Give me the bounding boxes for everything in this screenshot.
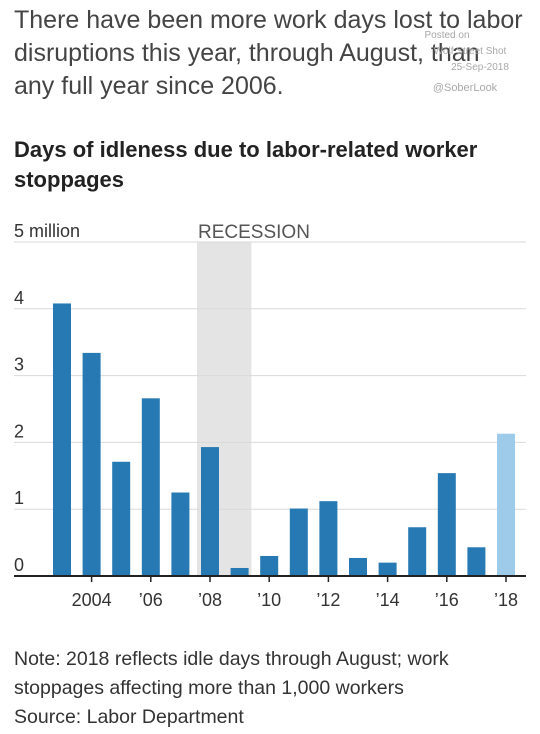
bar-2015 xyxy=(408,527,427,576)
x-tick-label: ’16 xyxy=(435,590,459,610)
y-tick-label: 2 xyxy=(14,421,24,441)
headline-line: any full year since 2006. xyxy=(14,72,284,100)
y-tick-label: 1 xyxy=(14,488,24,508)
bar-2006 xyxy=(141,398,160,576)
bar-chart: RECESSION 0 1 2 3 4 5 million 2004 ’06 ’08 ’10 ’12 ’… xyxy=(14,221,526,610)
bar-2014 xyxy=(378,562,397,576)
bar-2003 xyxy=(53,303,71,576)
note-line: Note: 2018 reflects idle days through Au… xyxy=(14,648,449,670)
x-tick-label: 2004 xyxy=(72,590,112,610)
headline-line: There have been more work days lost to l… xyxy=(14,6,523,34)
x-tick-label: ’12 xyxy=(316,590,340,610)
x-tick-label: ’08 xyxy=(198,590,222,610)
headline-line: disruptions this year, through August, t… xyxy=(14,39,480,67)
x-tick-label: ’10 xyxy=(257,590,281,610)
watermark-date: 25-Sep-2018 xyxy=(451,62,509,73)
bar-2007 xyxy=(171,492,190,576)
headline: There have been more work days lost to l… xyxy=(14,4,526,103)
source-line: Source: Labor Department xyxy=(14,706,244,728)
y-tick-label: 0 xyxy=(14,555,24,575)
watermark-source: Wolf Street Shot xyxy=(433,46,507,57)
x-tick-label: ’06 xyxy=(139,590,163,610)
watermark-posted: Posted on xyxy=(424,30,470,41)
y-tick-label: 4 xyxy=(14,288,24,308)
chart-title-line: Days of idleness due to labor-related wo… xyxy=(14,137,478,162)
bar-2009 xyxy=(230,567,249,576)
bar-2010 xyxy=(260,555,279,576)
bar-2013 xyxy=(349,557,367,576)
bar-2017 xyxy=(467,547,486,576)
chart-notes: Note: 2018 reflects idle days through Au… xyxy=(14,645,526,732)
bar-2018 xyxy=(497,433,515,576)
y-tick-label: 5 million xyxy=(14,221,80,241)
watermark-handle: @SoberLook xyxy=(432,82,498,94)
note-line: stoppages affecting more than 1,000 work… xyxy=(14,677,404,699)
bar-2005 xyxy=(112,461,131,576)
recession-label: RECESSION xyxy=(198,222,310,243)
bar-2011 xyxy=(289,508,308,576)
y-tick-label: 3 xyxy=(14,355,24,375)
bar-2008 xyxy=(201,447,219,576)
bar-2016 xyxy=(437,473,456,576)
bar-2004 xyxy=(82,352,101,576)
x-tick-label: ’14 xyxy=(376,590,400,610)
x-tick-label: ’18 xyxy=(494,590,518,610)
bar-2012 xyxy=(319,501,338,576)
chart-title-line: stoppages xyxy=(14,167,125,192)
chart-title: Days of idleness due to labor-related wo… xyxy=(14,135,526,195)
